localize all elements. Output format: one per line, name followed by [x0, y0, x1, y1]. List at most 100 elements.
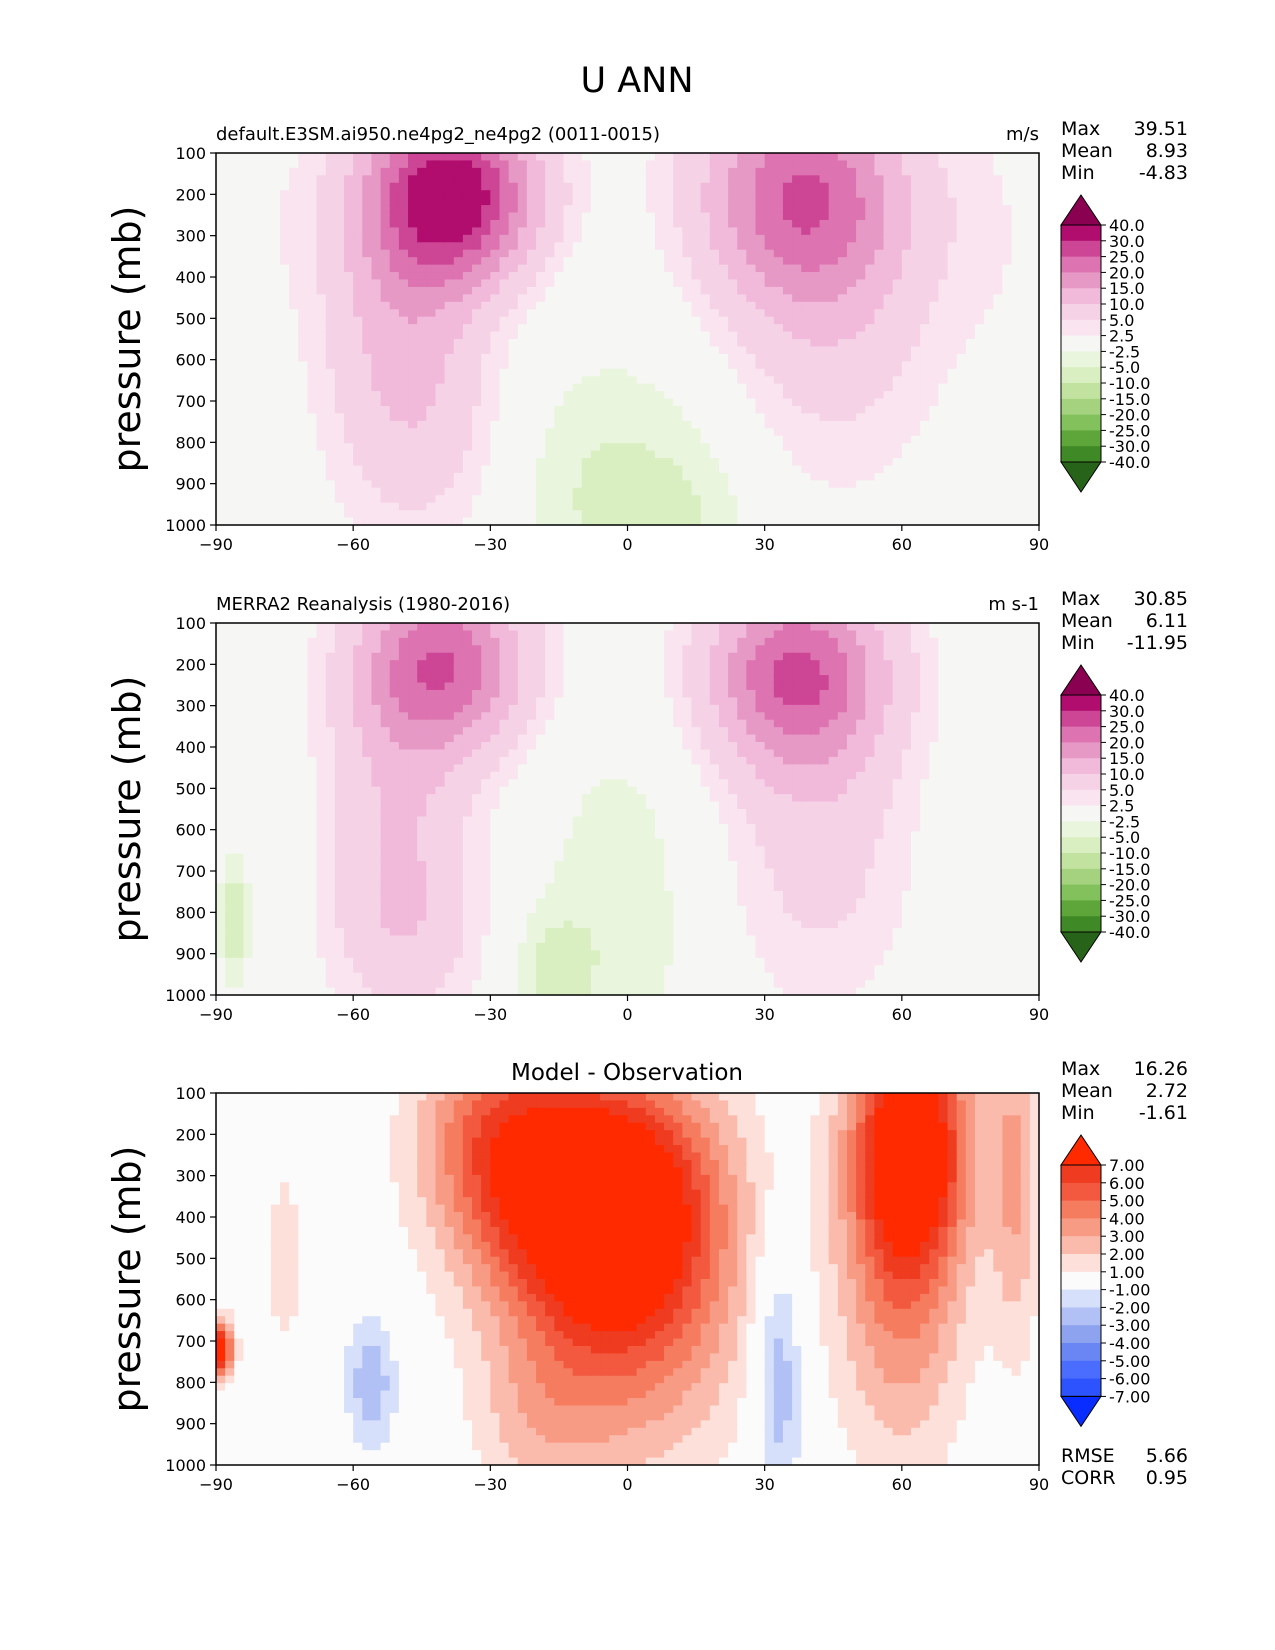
contour-cell: [929, 495, 940, 504]
contour-cell: [225, 637, 235, 646]
contour-cell: [846, 353, 857, 362]
contour-cell: [298, 272, 309, 281]
contour-cell: [334, 458, 345, 467]
contour-cell: [572, 234, 583, 243]
contour-cell: [883, 443, 894, 452]
contour-cell: [572, 205, 583, 214]
contour-cell: [920, 219, 930, 228]
contour-cell: [700, 428, 711, 437]
contour-cell: [984, 272, 994, 281]
contour-cell: [252, 197, 263, 206]
contour-cell: [746, 309, 757, 318]
contour-cell: [938, 242, 949, 251]
contour-cell: [846, 160, 857, 169]
contour-cell: [984, 160, 994, 169]
contour-cell: [965, 353, 976, 362]
contour-cell: [581, 487, 592, 496]
contour-cell: [280, 383, 290, 392]
contour-cell: [600, 272, 610, 281]
contour-cell: [280, 623, 290, 632]
contour-cell: [1020, 398, 1031, 407]
contour-cell: [380, 219, 391, 228]
contour-cell: [627, 212, 638, 221]
y-tick-label: 500: [175, 309, 206, 328]
contour-cell: [892, 361, 903, 370]
contour-cell: [1029, 465, 1040, 474]
contour-cell: [362, 428, 373, 437]
contour-cell: [243, 286, 254, 295]
contour-cell: [654, 361, 665, 370]
contour-cell: [883, 182, 894, 191]
contour-cell: [910, 420, 921, 429]
contour-cell: [234, 205, 245, 214]
contour-cell: [444, 510, 455, 519]
contour-cell: [490, 316, 501, 325]
contour-cell: [243, 823, 254, 832]
contour-cell: [344, 450, 354, 459]
contour-cell: [938, 167, 949, 176]
contour-cell: [792, 443, 802, 452]
contour-cell: [243, 660, 254, 669]
contour-cell: [627, 153, 638, 162]
contour-cell: [353, 495, 363, 504]
contour-cell: [252, 861, 263, 870]
contour-cell: [398, 316, 409, 325]
contour-cell: [773, 405, 784, 414]
contour-cell: [462, 242, 473, 251]
contour-cell: [1002, 205, 1013, 214]
contour-cell: [682, 443, 693, 452]
contour-cell: [782, 190, 793, 199]
contour-cell: [654, 510, 665, 519]
contour-cell: [398, 153, 409, 162]
contour-cell: [444, 286, 455, 295]
contour-cell: [718, 398, 729, 407]
contour-cell: [270, 786, 281, 795]
contour-cell: [664, 331, 674, 340]
contour-cell: [563, 160, 574, 169]
contour-cell: [344, 227, 354, 236]
contour-cell: [819, 205, 830, 214]
contour-cell: [609, 219, 619, 228]
contour-cell: [453, 487, 464, 496]
contour-cell: [938, 257, 949, 266]
contour-cell: [590, 435, 601, 444]
contour-cell: [819, 346, 830, 355]
contour-cell: [746, 316, 757, 325]
contour-cell: [1020, 339, 1031, 348]
contour-cell: [965, 450, 976, 459]
contour-cell: [746, 472, 757, 481]
contour-cell: [755, 428, 766, 437]
contour-cell: [773, 517, 784, 526]
contour-cell: [563, 286, 574, 295]
contour-cell: [865, 368, 875, 377]
contour-cell: [252, 227, 263, 236]
contour-cell: [408, 346, 418, 355]
contour-cell: [316, 383, 327, 392]
contour-cell: [581, 405, 592, 414]
contour-cell: [417, 435, 427, 444]
contour-cell: [554, 376, 565, 385]
contour-cell: [773, 197, 784, 206]
contour-cell: [243, 257, 254, 266]
contour-cell: [920, 361, 930, 370]
contour-cell: [490, 458, 501, 467]
contour-cell: [627, 472, 638, 481]
contour-cell: [773, 458, 784, 467]
contour-cell: [792, 458, 802, 467]
contour-cell: [252, 472, 263, 481]
contour-cell: [728, 405, 738, 414]
contour-cell: [737, 212, 747, 221]
contour-cell: [435, 190, 446, 199]
contour-cell: [856, 346, 866, 355]
contour-cell: [1011, 324, 1022, 333]
contour-cell: [874, 502, 885, 511]
contour-cell: [883, 450, 894, 459]
contour-cell: [289, 339, 299, 348]
contour-cell: [984, 428, 994, 437]
contour-cell: [234, 838, 245, 847]
contour-cell: [773, 353, 784, 362]
contour-cell: [901, 197, 912, 206]
contour-cell: [984, 480, 994, 489]
contour-cell: [353, 361, 363, 370]
contour-cell: [353, 324, 363, 333]
